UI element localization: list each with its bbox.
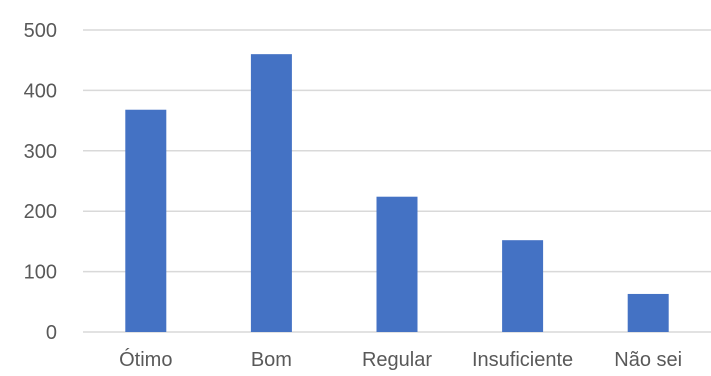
bar-4: [627, 293, 669, 332]
y-tick-label: 400: [24, 80, 57, 102]
x-category-label: Bom: [251, 349, 292, 371]
bar-0: [125, 109, 167, 332]
y-tick-label: 200: [24, 201, 57, 223]
bar-1: [250, 54, 292, 332]
x-category-label: Não sei: [614, 349, 682, 371]
x-category-label: Ótimo: [119, 348, 172, 371]
y-tick-label: 100: [24, 262, 57, 284]
x-category-label: Insuficiente: [472, 349, 573, 371]
y-axis-tick-labels: 0 100 200 300 400 500: [24, 20, 57, 344]
y-tick-label: 0: [46, 322, 57, 344]
bars: [125, 54, 669, 332]
x-axis-category-labels: Ótimo Bom Regular Insuficiente Não sei: [119, 348, 682, 371]
y-tick-label: 300: [24, 141, 57, 163]
y-tick-label: 500: [24, 20, 57, 42]
x-category-label: Regular: [362, 349, 432, 371]
bar-3: [502, 240, 544, 332]
bar-2: [376, 196, 418, 332]
